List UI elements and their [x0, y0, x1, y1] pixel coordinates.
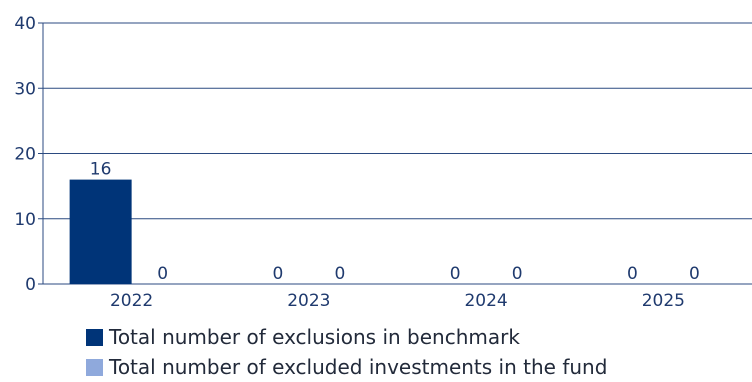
legend-item-fund: Total number of excluded investments in …	[86, 352, 607, 382]
legend-label-fund: Total number of excluded investments in …	[109, 355, 608, 379]
legend-item-benchmark: Total number of exclusions in benchmark	[86, 322, 607, 352]
x-tick-label: 2022	[110, 291, 153, 311]
x-tick-label: 2024	[464, 291, 507, 311]
x-tick-label: 2025	[642, 291, 685, 311]
gridlines	[38, 22, 752, 285]
x-tick-label: 2023	[287, 291, 330, 311]
legend: Total number of exclusions in benchmark …	[86, 322, 607, 382]
data-label: 0	[272, 264, 283, 284]
data-label: 0	[334, 264, 345, 284]
y-tick-label: 20	[14, 145, 36, 165]
bar-2022-series-0	[69, 179, 132, 284]
data-label: 16	[90, 160, 112, 180]
y-tick-label: 30	[14, 79, 36, 99]
x-axis-ticks: 2022 2023 2024 2025	[110, 291, 685, 311]
data-label: 0	[450, 264, 461, 284]
legend-swatch-fund	[86, 358, 103, 376]
y-axis-ticks: 0 10 20 30 40	[14, 14, 36, 295]
data-labels: 16 0 0 0 0 0 0 0	[90, 160, 700, 284]
data-label: 0	[627, 264, 638, 284]
y-tick-label: 0	[25, 275, 36, 295]
legend-swatch-benchmark	[86, 328, 103, 346]
legend-label-benchmark: Total number of exclusions in benchmark	[109, 325, 520, 349]
data-label: 0	[689, 264, 700, 284]
bars	[69, 179, 132, 284]
data-label: 0	[157, 264, 168, 284]
y-tick-label: 40	[14, 14, 36, 34]
bar-chart: 0 10 20 30 40 16 0 0 0 0 0 0 0 2022 2023 2024 2025	[14, 14, 752, 311]
y-tick-label: 10	[14, 210, 36, 230]
data-label: 0	[512, 264, 523, 284]
